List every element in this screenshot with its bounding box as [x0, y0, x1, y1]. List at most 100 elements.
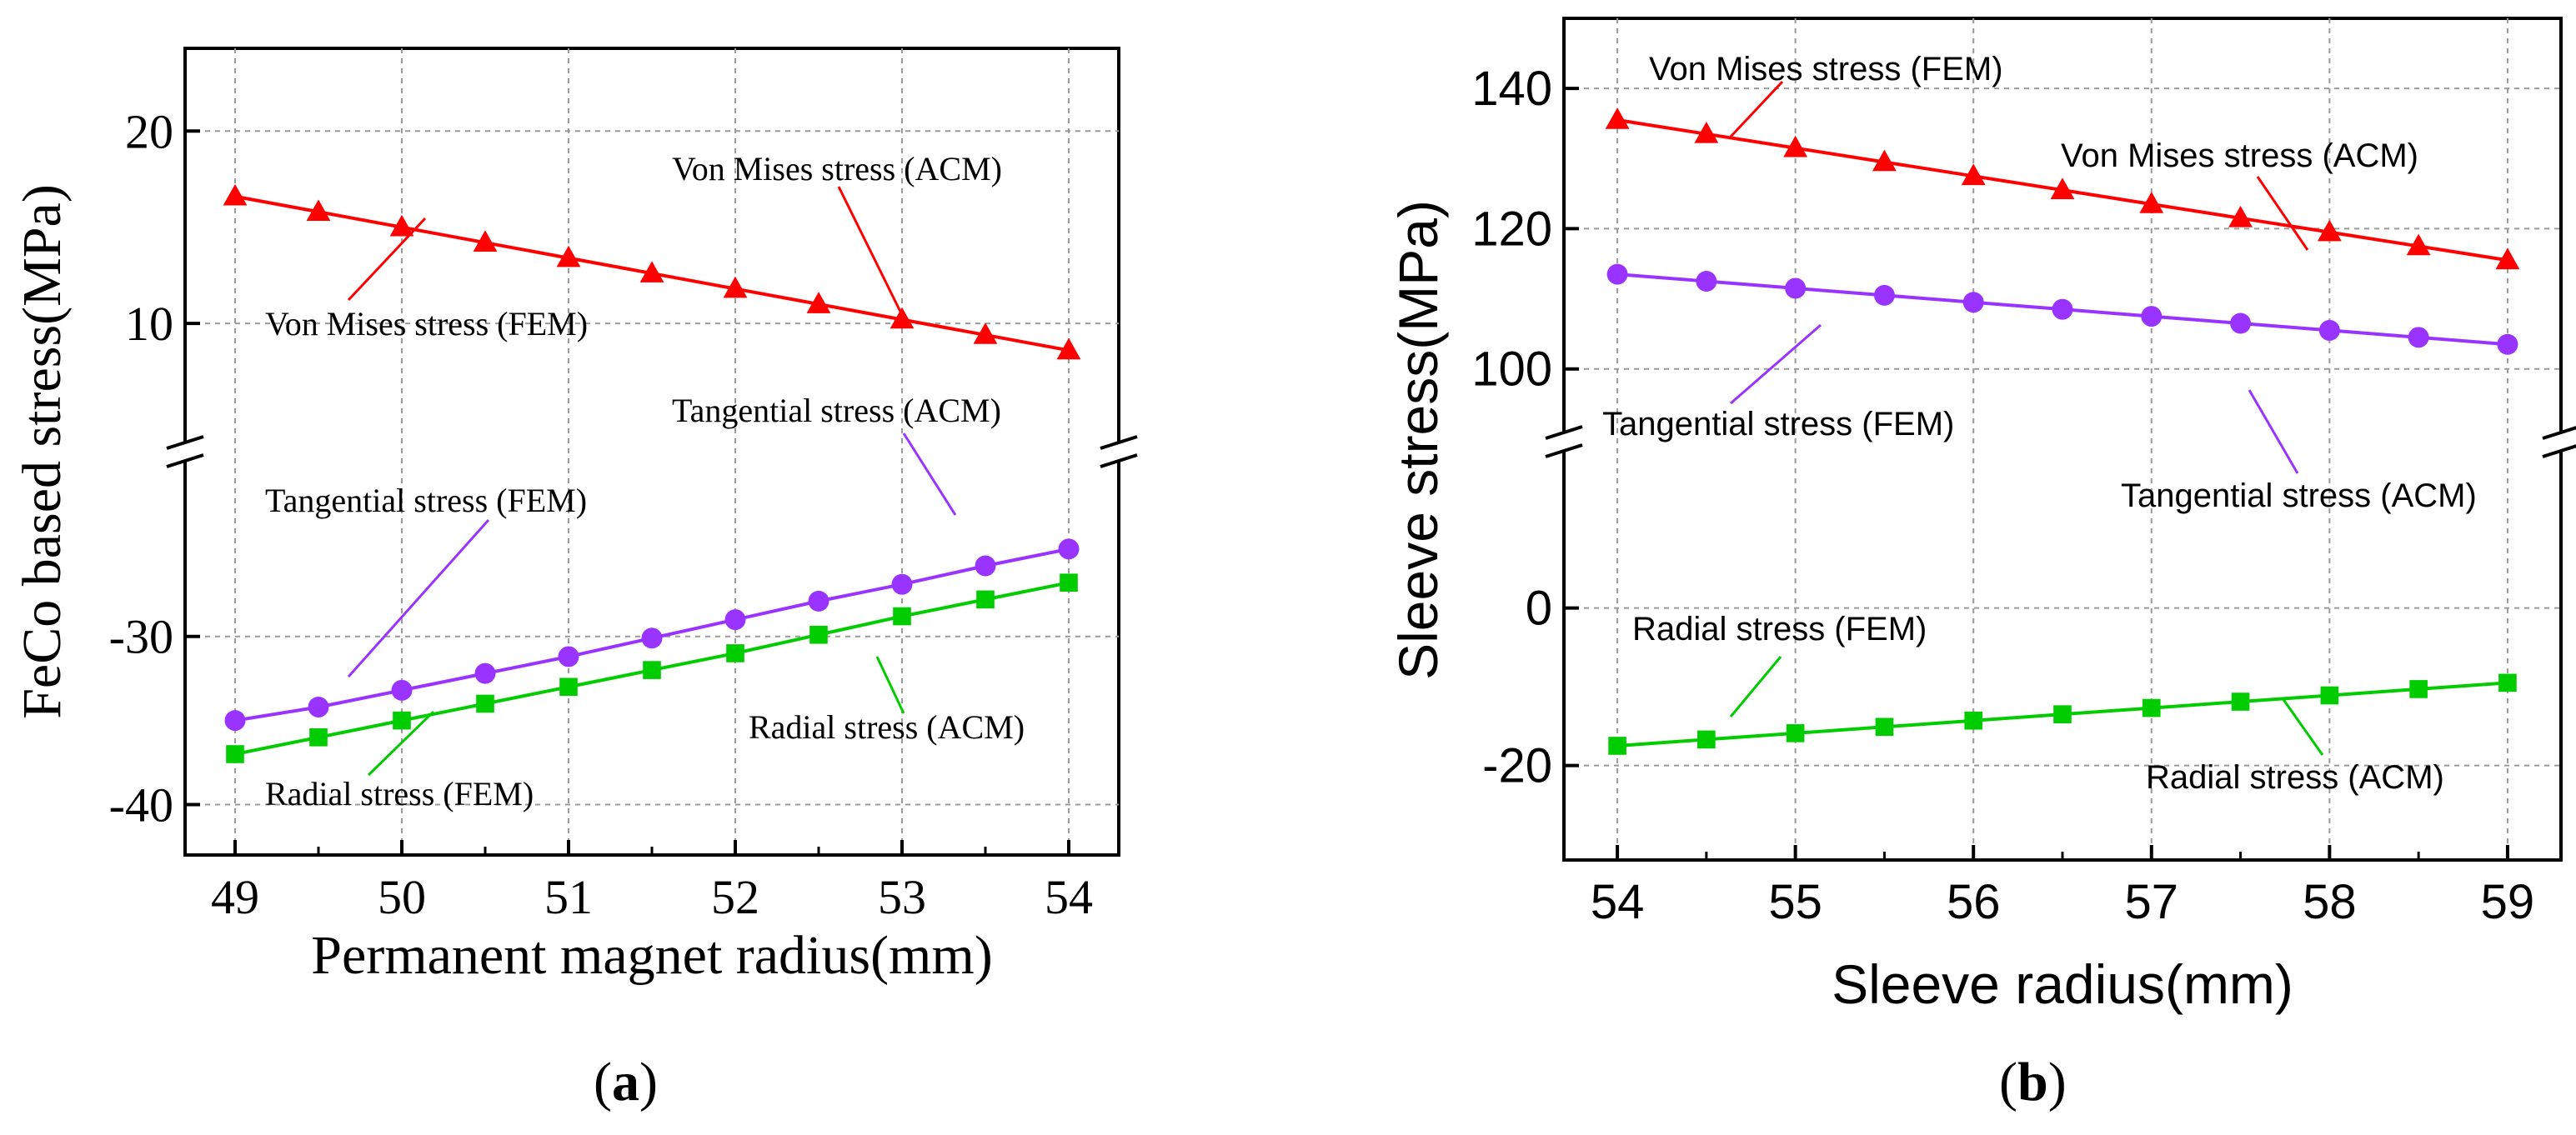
data-point-radial-stress: [643, 661, 661, 679]
leader-a-tan-fem: [347, 519, 490, 678]
panel-b-axis-break: [1545, 425, 2576, 458]
data-point-tangential-stress: [724, 609, 746, 631]
annot-b-tan-fem: Tangential stress (FEM): [1602, 406, 1954, 442]
panel-a-axis-break: [166, 435, 1138, 468]
axis-break-gap: [180, 442, 190, 462]
panel-b-caption: (b): [1999, 1052, 2067, 1112]
data-point-tangential-stress: [391, 679, 413, 701]
data-point-tangential-stress: [891, 573, 913, 595]
data-point-von-mises-stress: [1961, 163, 1986, 186]
x-tick-label: 54: [1045, 870, 1093, 924]
data-point-von-mises-stress: [556, 245, 581, 268]
y-tick-label: 10: [125, 297, 173, 351]
y-tick-label: 0: [1526, 582, 1552, 636]
data-point-tangential-stress: [1058, 538, 1080, 560]
data-point-radial-stress: [2320, 686, 2339, 705]
panel-b-xlabel: Sleeve radius(mm): [1832, 953, 2293, 1015]
axis-break-slash: [166, 453, 204, 468]
panel-a-ticks: 49 50 51 52 53 54 20 10 -30 -40: [109, 104, 1093, 924]
y-tick-label: -20: [1482, 739, 1552, 793]
panel-a: 49 50 51 52 53 54 20 10 -30 -40 Von Mises stress …: [12, 47, 1138, 1112]
x-tick-label: 51: [544, 870, 593, 924]
y-tick-label: -40: [109, 778, 173, 832]
annot-a-tan-fem: Tangential stress (FEM): [265, 482, 587, 519]
leader-b-vm-fem: [1729, 80, 1784, 138]
panel-a-leaders: [347, 186, 957, 777]
data-point-tangential-stress: [2052, 298, 2073, 320]
panel-a-annotations: Von Mises stress (ACM) Von Mises stress …: [265, 150, 1025, 812]
data-point-von-mises-stress: [2317, 219, 2342, 242]
x-tick-label: 57: [2125, 875, 2179, 929]
data-point-tangential-stress: [641, 628, 663, 649]
panel-a-markers: [223, 183, 1081, 763]
panel-b-annotations: Von Mises stress (FEM) Von Mises stress …: [1602, 51, 2477, 796]
data-point-von-mises-stress: [1605, 108, 1630, 129]
axis-break-slash: [1545, 443, 1583, 458]
x-tick-label: 53: [878, 870, 926, 924]
data-point-tangential-stress: [224, 710, 246, 732]
panel-b-leaders: [1729, 80, 2324, 756]
panel-b: 54 55 56 57 58 59 140 120 100 0 -20 Von Mises stre…: [1387, 17, 2576, 1112]
axis-break-slash: [1100, 435, 1138, 450]
x-tick-label: 52: [711, 870, 759, 924]
axis-break-gap: [2556, 432, 2566, 452]
axis-break-slash: [166, 435, 204, 450]
leader-a-tan-acm: [902, 432, 957, 516]
axis-break-gap: [1114, 442, 1124, 462]
data-point-tangential-stress: [808, 590, 829, 612]
data-point-radial-stress: [1697, 730, 1716, 749]
axis-break-gap: [1559, 432, 1569, 452]
data-point-von-mises-stress: [389, 214, 414, 237]
data-point-von-mises-stress: [473, 230, 498, 252]
data-point-von-mises-stress: [1872, 149, 1897, 172]
panel-b-ylabel: Sleeve stress(MPa): [1387, 200, 1449, 680]
annot-a-tan-acm: Tangential stress (ACM): [672, 392, 1001, 429]
data-point-radial-stress: [393, 711, 411, 730]
leader-a-rad-fem: [367, 710, 435, 777]
data-point-radial-stress: [559, 678, 578, 697]
y-tick-label: 120: [1471, 202, 1552, 256]
data-point-tangential-stress: [2408, 327, 2429, 348]
data-point-radial-stress: [809, 625, 828, 644]
data-point-von-mises-stress: [1056, 338, 1081, 360]
panel-a-xlabel: Permanent magnet radius(mm): [311, 925, 992, 986]
data-point-von-mises-stress: [223, 183, 248, 206]
x-tick-label: 50: [378, 870, 426, 924]
annot-a-vm-acm: Von Mises stress (ACM): [672, 150, 1002, 188]
data-point-radial-stress: [309, 728, 328, 747]
data-point-radial-stress: [726, 644, 744, 662]
data-point-tangential-stress: [1606, 263, 1628, 285]
data-point-radial-stress: [226, 745, 244, 763]
data-point-von-mises-stress: [2406, 233, 2431, 256]
data-point-radial-stress: [2409, 680, 2428, 698]
x-tick-label: 54: [1591, 875, 1645, 929]
data-point-tangential-stress: [474, 662, 496, 684]
data-point-tangential-stress: [308, 696, 329, 718]
data-point-radial-stress: [976, 590, 995, 609]
leader-a-vm-fem: [347, 217, 427, 302]
data-point-radial-stress: [1060, 573, 1078, 592]
data-point-radial-stress: [2498, 673, 2517, 692]
data-point-von-mises-stress: [973, 322, 998, 344]
panel-b-markers: [1605, 108, 2520, 755]
annot-b-vm-acm: Von Mises stress (ACM): [2061, 138, 2418, 174]
axis-break-slash: [2542, 444, 2576, 458]
leader-b-tan-acm: [2248, 389, 2299, 474]
y-tick-label: 100: [1471, 342, 1552, 397]
axis-break-slash: [2542, 426, 2576, 440]
leader-b-rad-acm: [2281, 698, 2324, 756]
data-point-radial-stress: [1875, 718, 1894, 737]
x-tick-label: 59: [2481, 875, 2535, 929]
data-point-tangential-stress: [1962, 292, 1984, 313]
panel-a-caption: (a): [594, 1052, 658, 1112]
data-point-tangential-stress: [1785, 278, 1807, 299]
data-point-tangential-stress: [2497, 333, 2518, 355]
annot-b-rad-acm: Radial stress (ACM): [2146, 759, 2444, 796]
annot-b-vm-fem: Von Mises stress (FEM): [1649, 51, 2003, 88]
data-point-tangential-stress: [2318, 319, 2340, 341]
leader-b-vm-acm: [2256, 176, 2309, 251]
data-point-von-mises-stress: [639, 261, 664, 282]
leader-b-rad-fem: [1729, 656, 1782, 718]
data-point-radial-stress: [1608, 737, 1626, 755]
panel-b-ticks: 54 55 56 57 58 59 140 120 100 0 -20: [1471, 62, 2534, 929]
